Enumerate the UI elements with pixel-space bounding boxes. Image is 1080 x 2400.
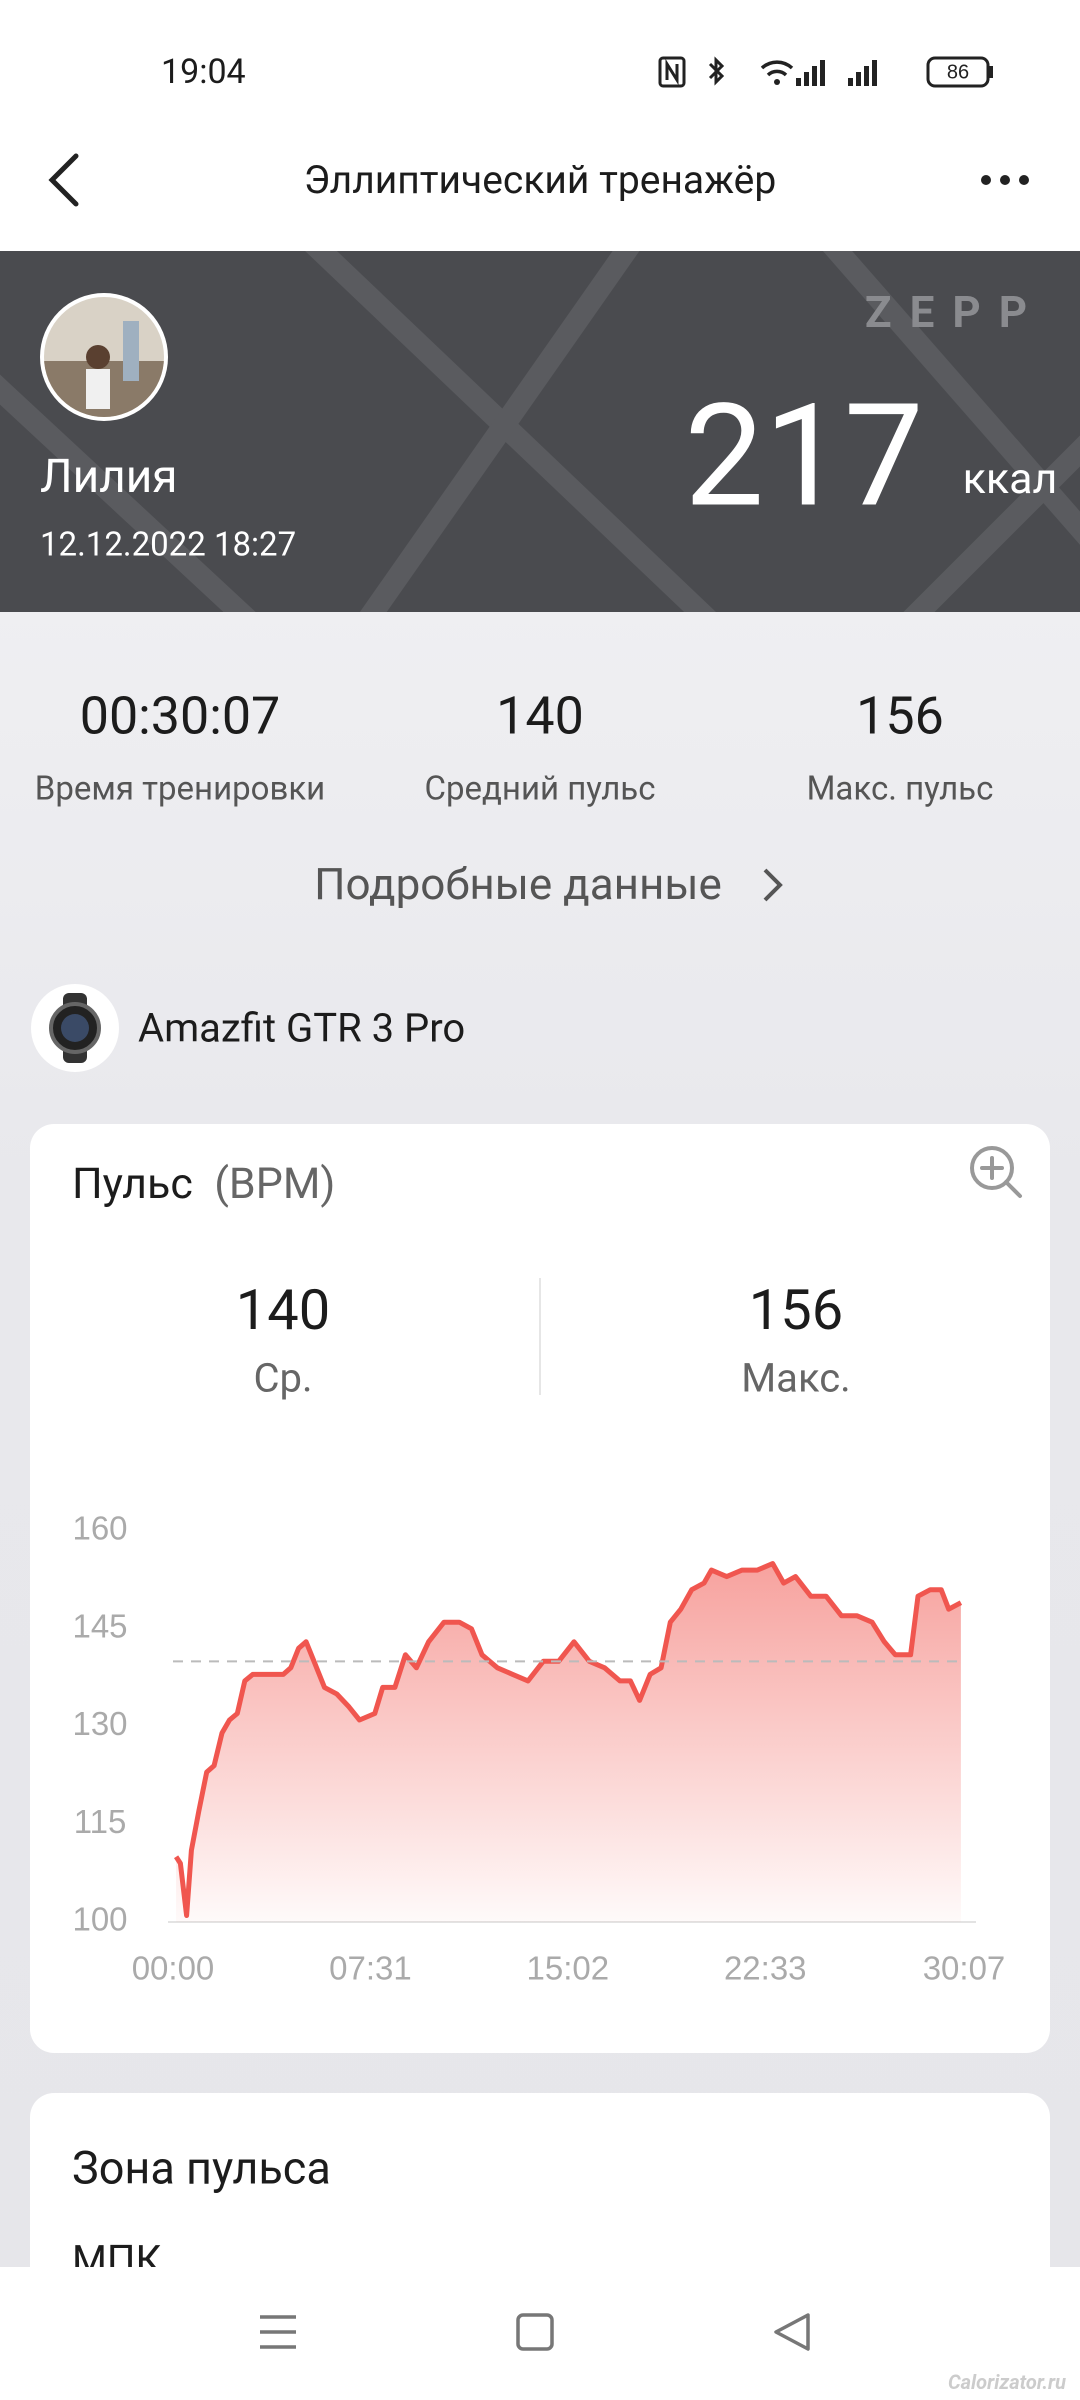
zone-title: Зона пульса [72,2141,331,2195]
y-tick-label: 115 [74,1803,127,1840]
y-tick-label: 160 [72,1510,127,1547]
x-tick-label: 22:33 [724,1950,807,1987]
nav-bar: Calorizator.ru [0,2267,1080,2400]
page-title: Эллиптический тренажёр [303,157,777,203]
calories-unit: ккал [962,454,1058,504]
card-title: Пульс (BPM) [72,1159,335,1209]
stat-label: Средний пульс [424,769,656,809]
details-link[interactable]: Подробные данные [314,858,722,910]
stat-label: Макс. пульс [806,769,994,809]
heart-rate-chart: 100 115 130 145 160 00:00 07:31 15:02 22:33 30:07 [72,1510,1006,1987]
stat-value: 156 [856,685,944,747]
stat-value: 140 [496,685,584,747]
x-tick-label: 30:07 [923,1950,1006,1987]
divider [539,1278,541,1395]
nav-icons [260,2313,810,2351]
status-time: 19:04 [161,52,246,92]
x-tick-label: 07:31 [329,1950,412,1987]
y-tick-label: 100 [72,1901,127,1938]
avg-value: 140 [235,1277,331,1343]
banner-pattern [0,251,1080,612]
back-button[interactable] [44,152,84,208]
summary-banner: Лилия 12.12.2022 18:27 217 ккал ZEPP [0,251,1080,612]
zoom-button[interactable] [968,1144,1024,1200]
device-icon [31,984,119,1072]
x-tick-label: 15:02 [527,1950,610,1987]
battery-level: 86 [947,61,969,83]
avatar [40,293,168,421]
calories-value: 217 [684,372,924,540]
avg-label: Ср. [253,1354,313,1402]
top-area: 19:04 86 Эллиптический тренажёр [0,0,1080,251]
more-button[interactable] [978,170,1032,190]
brand-logo: ZEPP [864,286,1046,338]
status-icons: 86 [658,56,993,88]
watermark: Calorizator.ru [947,2370,1066,2394]
max-value: 156 [748,1277,844,1343]
workout-datetime: 12.12.2022 18:27 [40,525,297,565]
details-chevron[interactable] [760,866,786,904]
user-name: Лилия [40,450,178,504]
stat-label: Время тренировки [34,769,326,809]
heart-rate-line [174,1561,963,1918]
max-label: Макс. [741,1354,851,1402]
y-tick-label: 145 [72,1607,127,1644]
card-title-text: Пульс [72,1159,193,1209]
device-name: Amazfit GTR 3 Pro [138,1004,466,1052]
line-area [176,1563,961,1922]
card-unit: (BPM) [214,1159,336,1209]
x-tick-label: 00:00 [132,1950,215,1987]
stat-value: 00:30:07 [79,685,281,747]
y-tick-label: 130 [72,1705,127,1742]
